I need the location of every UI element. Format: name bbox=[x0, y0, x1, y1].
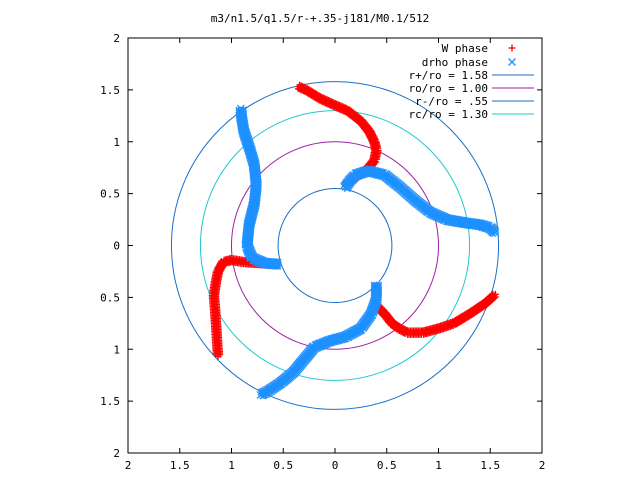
legend-label-w-phase: W phase bbox=[442, 42, 488, 55]
x-tick-label: 2 bbox=[125, 459, 132, 472]
x-tick-label: 2 bbox=[539, 459, 546, 472]
legend-marker-drho-phase bbox=[508, 58, 516, 66]
legend-marker-point bbox=[508, 58, 516, 66]
reference-circle bbox=[231, 141, 439, 350]
y-tick-label: 0.5 bbox=[100, 188, 120, 201]
x-tick-label: 1 bbox=[435, 459, 442, 472]
chart-title: m3/n1.5/q1.5/r-+.35-j181/M0.1/512 bbox=[211, 12, 430, 25]
w-phase-point bbox=[214, 353, 222, 361]
reference-circle bbox=[170, 81, 500, 410]
y-tick-label: 1.5 bbox=[100, 395, 120, 408]
x-tick-label: 1.5 bbox=[480, 459, 500, 472]
drho-phase-point bbox=[491, 229, 500, 238]
legend-label-ro: ro/ro = 1.00 bbox=[409, 82, 488, 95]
x-tick-label: 1.5 bbox=[170, 459, 190, 472]
axis-ticks: 2 1.5 1 0.5 0 0.5 1 1.5 221.510.500.511.52 bbox=[100, 32, 545, 472]
y-tick-label: 0 bbox=[113, 240, 120, 253]
data-points bbox=[208, 81, 500, 400]
legend-label-rc: rc/ro = 1.30 bbox=[409, 108, 488, 121]
legend: W phase drho phase r+/ro = 1.58 ro/ro = … bbox=[409, 42, 534, 121]
x-tick-label: 0 bbox=[332, 459, 339, 472]
y-tick-label: 1 bbox=[113, 136, 120, 149]
drho-phase-point bbox=[236, 104, 245, 113]
y-tick-label: 1.5 bbox=[100, 84, 120, 97]
legend-label-r-plus: r+/ro = 1.58 bbox=[409, 69, 488, 82]
reference-circle bbox=[277, 187, 393, 304]
drho-phase-point bbox=[256, 390, 265, 399]
drho-phase-point bbox=[237, 106, 245, 114]
y-tick-label: 0.5 bbox=[100, 291, 120, 304]
x-tick-label: 1 bbox=[228, 459, 235, 472]
y-tick-label: 1 bbox=[113, 343, 120, 356]
x-tick-label: 0.5 bbox=[273, 459, 293, 472]
legend-label-r-minus: r-/ro = .55 bbox=[415, 95, 488, 108]
drho-phase-point bbox=[257, 388, 265, 396]
x-tick-label: 0.5 bbox=[377, 459, 397, 472]
legend-marker-point bbox=[508, 44, 516, 52]
reference-circles bbox=[170, 81, 500, 410]
y-tick-label: 2 bbox=[113, 447, 120, 460]
w-phase-point bbox=[491, 290, 499, 298]
legend-marker-w-phase bbox=[508, 44, 516, 52]
legend-label-drho-phase: drho phase bbox=[422, 56, 488, 69]
y-tick-label: 2 bbox=[113, 32, 120, 45]
